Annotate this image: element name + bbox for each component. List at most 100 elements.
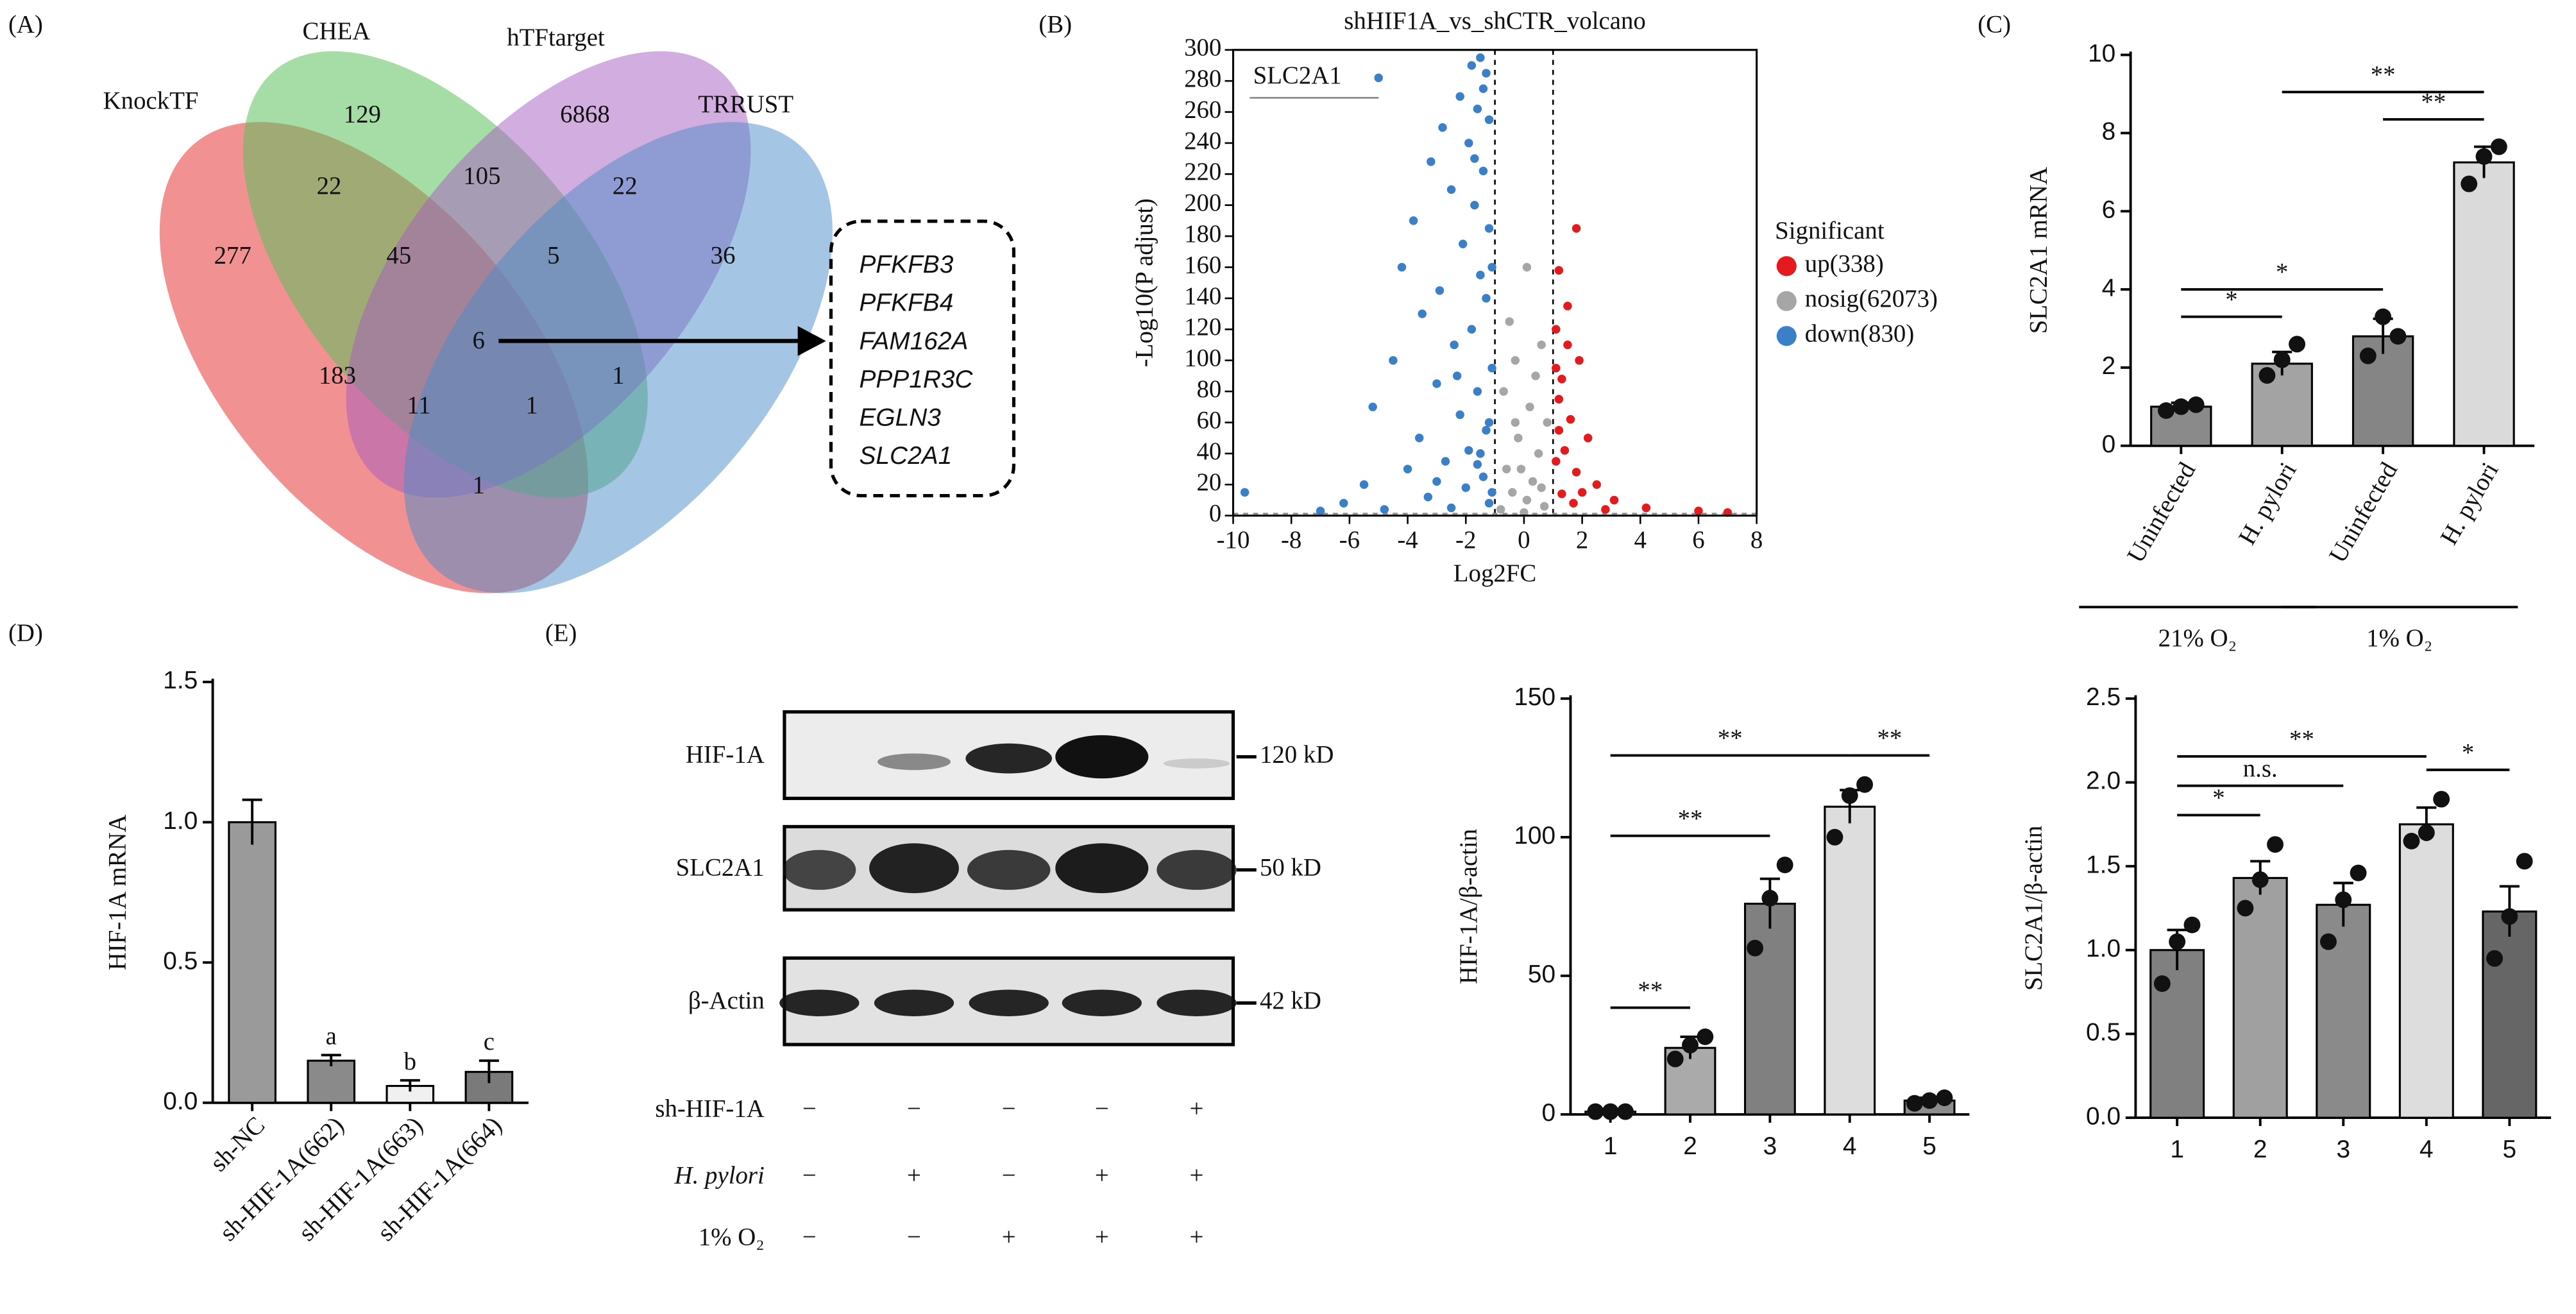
data-point (2183, 916, 2201, 934)
band (969, 989, 1049, 1016)
y-tick-label: 180 (1184, 220, 1221, 248)
y-tick-label: 80 (1197, 375, 1222, 403)
bar (1743, 902, 1796, 1116)
chart-title: shHIF1A_vs_shCTR_volcano (1344, 7, 1646, 35)
bar (2149, 949, 2205, 1119)
data-point (2475, 148, 2493, 165)
bar (2232, 876, 2288, 1119)
data-point (2350, 864, 2367, 882)
legend-swatch (1776, 256, 1797, 277)
legend-label: nosig(62073) (1805, 285, 1938, 312)
x-tick-label: 1 (2170, 1136, 2184, 1163)
point (1452, 371, 1462, 380)
point (1694, 506, 1703, 516)
point (1531, 371, 1540, 380)
data-point (1587, 1103, 1604, 1120)
point (1418, 309, 1427, 318)
x-tick-label: 4 (2419, 1136, 2434, 1163)
treatment-sign: − (802, 1223, 817, 1250)
group-label: 1% O₂ (2366, 624, 2432, 652)
y-tick-label: 0 (1542, 1099, 1556, 1127)
point (1502, 465, 1511, 474)
point (1566, 414, 1575, 424)
blot-row-label: HIF-1A (686, 740, 765, 768)
x-tick-label: 3 (1763, 1132, 1777, 1160)
data-point (2359, 347, 2377, 364)
data-point (1776, 857, 1793, 874)
x-tick-label: H. pylori (2233, 457, 2301, 549)
band (877, 753, 951, 771)
x-tick-label: -4 (1397, 526, 1418, 554)
treatment-sign: − (1095, 1095, 1109, 1123)
data-point (2319, 933, 2337, 950)
blot-row-label: SLC2A1 (676, 854, 765, 882)
point (1484, 224, 1494, 233)
point (1583, 433, 1593, 443)
treatment-sign: + (1190, 1095, 1204, 1123)
point (1414, 433, 1424, 443)
point (1487, 262, 1496, 272)
point (1511, 418, 1520, 427)
letter-label: c (484, 1028, 495, 1055)
band (1055, 735, 1149, 779)
point (1438, 123, 1447, 132)
venn-count: 22 (317, 172, 342, 200)
plot-frame (1232, 49, 1758, 517)
venn: KnockTF CHEA hTFtarget TRRUST 277 129 68… (103, 17, 1016, 593)
annotation: SLC2A1 (1253, 62, 1342, 89)
significance-label: * (2462, 738, 2474, 766)
data-point (2418, 824, 2435, 841)
y-axis-label: SLC2A1 mRNA (2025, 167, 2053, 334)
y-tick-label: 0 (2102, 431, 2116, 458)
data-point (1921, 1092, 1938, 1109)
size-label: 50 kD (1260, 854, 1321, 882)
data-point (2335, 891, 2352, 909)
data-point (1906, 1095, 1923, 1112)
significance-label: ** (1678, 805, 1703, 832)
point (1563, 302, 1572, 311)
panel-label: (E) (545, 619, 577, 647)
point (1601, 505, 1610, 514)
point (1560, 446, 1570, 455)
point (1479, 166, 1488, 176)
point (1537, 340, 1546, 350)
significance-label: n.s. (2243, 755, 2278, 782)
point (1339, 499, 1348, 508)
letter-label: b (404, 1048, 416, 1075)
x-tick-label: -2 (1455, 526, 1476, 554)
point (1435, 286, 1445, 295)
point (1467, 61, 1477, 70)
y-tick-label: 200 (1184, 189, 1221, 217)
treatment-label: H. pylori (674, 1161, 765, 1189)
venn-count: 277 (214, 242, 251, 269)
x-tick-label: 4 (1843, 1132, 1857, 1160)
y-tick-label: 50 (1528, 960, 1555, 988)
legend-label: up(338) (1805, 250, 1884, 278)
data-point (2273, 351, 2291, 368)
band (1157, 989, 1237, 1016)
point (1482, 69, 1491, 78)
point (1458, 239, 1468, 248)
y-tick-label: 1.5 (163, 667, 198, 694)
band (967, 849, 1051, 890)
point (1476, 270, 1485, 280)
venn-count: 183 (319, 361, 356, 389)
band (1055, 843, 1149, 894)
point (1476, 53, 1485, 62)
point (1539, 502, 1549, 511)
point (1423, 492, 1433, 502)
significance-label: ** (1718, 724, 1743, 752)
y-tick-label: 160 (1184, 251, 1221, 278)
y-tick-label: 140 (1184, 282, 1221, 310)
x-tick-label: 6 (1692, 526, 1704, 554)
data-point (2158, 402, 2174, 419)
band (869, 843, 959, 894)
x-tick-label: 5 (1922, 1132, 1936, 1160)
x-tick-label: 5 (2503, 1136, 2517, 1163)
y-tick-label: 4 (2102, 274, 2116, 302)
point (1467, 325, 1477, 334)
data-point (2251, 871, 2269, 888)
y-tick-label: 0.5 (2086, 1019, 2121, 1046)
data-point (2403, 832, 2420, 849)
